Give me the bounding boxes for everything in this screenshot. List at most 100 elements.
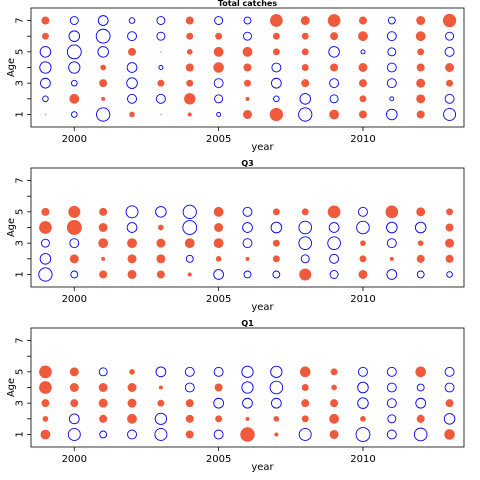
bubble-negative — [243, 16, 252, 25]
bubble-positive — [185, 16, 194, 25]
bubble-negative — [386, 78, 397, 89]
bubble-negative — [299, 93, 311, 105]
bubble-negative — [69, 16, 79, 25]
bubble-positive — [39, 365, 52, 379]
bubble-negative — [71, 79, 78, 87]
y-tick-label: 7 — [15, 337, 26, 343]
bubble-positive — [127, 269, 137, 279]
bubble-negative — [40, 77, 51, 89]
bubble-positive — [360, 240, 366, 246]
bubble-negative — [271, 62, 282, 73]
bubble-negative — [357, 381, 369, 394]
bubble-positive — [445, 254, 454, 263]
y-tick-label: 5 — [15, 209, 26, 215]
bubble-positive — [446, 208, 454, 216]
bubble-negative — [298, 236, 313, 250]
bubble-positive — [359, 255, 367, 263]
bubble-positive — [243, 109, 252, 119]
bubble-positive — [415, 31, 426, 42]
bubble-positive — [40, 429, 51, 440]
bubble-positive — [417, 240, 424, 246]
bubble-positive — [69, 254, 79, 264]
bubble-positive — [301, 208, 309, 216]
bubble-negative — [445, 31, 455, 41]
bubble-positive — [41, 16, 50, 25]
bubble-negative — [298, 107, 313, 122]
bubble-positive — [245, 96, 250, 101]
panel-3: Q1 2000 2005 2010 1 3 5 7 year Age — [6, 319, 465, 473]
bubble-positive — [157, 79, 165, 87]
bubble-positive — [98, 238, 109, 249]
bubble-positive — [416, 414, 425, 423]
bubble-negative — [156, 16, 166, 25]
bubble-negative — [68, 30, 81, 42]
bubble-positive — [44, 113, 47, 116]
bubble-negative — [271, 77, 282, 89]
bubble-positive — [39, 381, 52, 394]
bubble-negative — [300, 254, 310, 264]
bubble-positive — [301, 415, 309, 423]
bubble-positive — [186, 79, 194, 87]
bubble-negative — [329, 270, 339, 279]
bubble-negative — [446, 271, 453, 278]
bubble-positive — [330, 63, 339, 72]
bubble-positive — [41, 399, 50, 408]
bubble-negative — [360, 49, 366, 55]
bubble-positive — [243, 63, 252, 72]
bubble-positive — [99, 207, 108, 216]
bubble-positive — [186, 49, 193, 55]
bubble-positive — [158, 385, 163, 390]
bubble-negative — [269, 380, 284, 395]
bubble-positive — [245, 256, 250, 261]
x-tick-label: 2005 — [206, 294, 231, 305]
x-tick-label: 2010 — [350, 294, 375, 305]
bubble-positive — [273, 415, 280, 422]
bubble-positive — [185, 414, 194, 423]
bubble-negative — [95, 28, 111, 44]
bubble-negative — [213, 78, 224, 89]
y-axis-label: Age — [6, 378, 17, 397]
bubble-negative — [444, 366, 455, 377]
bubble-positive — [99, 79, 108, 88]
bubble-positive — [185, 399, 194, 408]
bubble-positive — [213, 206, 224, 217]
bubble-positive — [156, 270, 165, 279]
bubble-positive — [358, 63, 368, 72]
bubble-negative — [386, 221, 398, 234]
bubble-positive — [300, 16, 310, 26]
bubble-positive — [301, 64, 309, 71]
bubble-negative — [444, 382, 455, 393]
x-tick-label: 2010 — [350, 134, 375, 145]
bubble-positive — [358, 269, 368, 279]
bubble-negative — [127, 429, 137, 440]
x-axis-label: year — [251, 462, 274, 473]
bubble-negative — [329, 78, 340, 89]
bubble-positive — [301, 384, 309, 391]
bubble-negative — [242, 238, 253, 249]
bubble-positive — [128, 47, 137, 56]
bubble-positive — [215, 32, 223, 40]
bubble-positive — [156, 238, 166, 248]
bubble-positive — [240, 427, 255, 442]
chart-title: Q3 — [241, 159, 253, 168]
bubble-negative — [413, 427, 428, 442]
bubble-positive — [68, 205, 81, 218]
bubble-negative — [387, 414, 397, 424]
bubble-negative — [329, 253, 340, 264]
bubble-positive — [272, 48, 280, 56]
bubble-negative — [389, 96, 395, 102]
bubble-positive — [127, 413, 137, 424]
bubble-negative — [155, 366, 167, 378]
bubble-negative — [97, 15, 109, 26]
bubble-negative — [155, 206, 167, 218]
bubble-positive — [359, 95, 367, 103]
bubble-negative — [387, 47, 397, 57]
bubble-positive — [358, 16, 367, 25]
bubble-positive — [213, 62, 224, 73]
bubble-negative — [443, 413, 456, 425]
bubble-positive — [245, 416, 250, 421]
bubble-positive — [186, 32, 194, 40]
y-axis-label: Age — [6, 58, 17, 77]
bubble-positive — [358, 79, 367, 88]
y-axis-label: Age — [6, 218, 17, 237]
